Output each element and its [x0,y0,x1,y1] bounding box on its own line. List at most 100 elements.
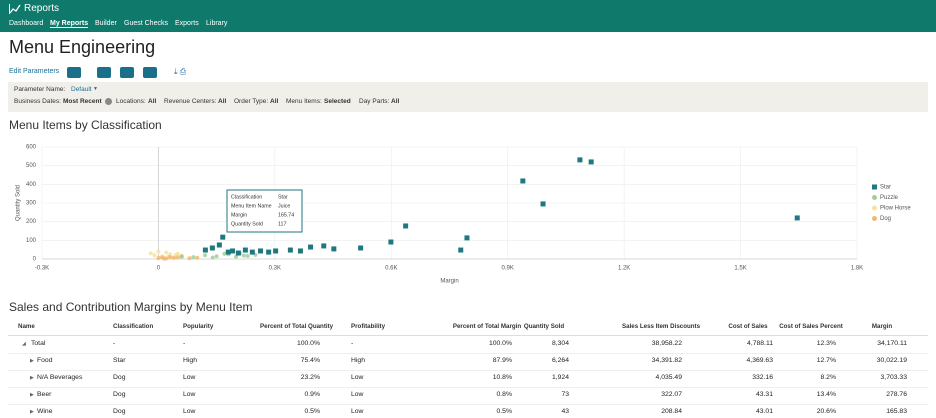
x-tick-label: 1.8K [851,266,863,272]
table-cell: 8.2% [820,374,837,381]
table-cell: 4,035.49 [655,374,682,381]
save-button[interactable] [143,67,157,78]
point [220,234,226,240]
point [308,244,314,250]
table-cell: 0.5% [304,408,321,415]
table-cell: 100.0% [488,340,512,347]
export-print-icons[interactable]: ⤓ ⎙ [174,67,187,76]
chart: 0 100 200 300 400 500 600 -0.3K 0 0.3K 0.6K 0.9K 1.2… [16,145,912,285]
column-header: Percent of Total Margin [452,323,522,330]
table-cell: - [113,340,116,347]
point [179,254,184,259]
table-cell: 34,170.11 [877,340,907,347]
nav-tab[interactable]: Library [206,20,228,27]
legend-swatch [872,216,877,221]
row-toggle[interactable]: ▶ [30,392,34,398]
table-cell: 73 [561,391,569,398]
legend-label: Plow Horse [880,206,911,212]
run-button[interactable] [97,67,111,78]
x-tick-label: 0.6K [385,266,397,272]
table-cell: 87.9% [492,357,512,364]
filter-value: Selected [324,98,351,105]
row-rule [8,404,928,405]
point [235,250,241,256]
point [175,255,180,260]
point [241,253,246,258]
table-cell: Dog [113,408,126,415]
point [210,255,215,260]
nav-tab[interactable]: Exports [175,20,199,27]
nav-tab[interactable]: Guest Checks [124,20,168,27]
x-tick-label: 1.5K [734,266,746,272]
column-header: Quantity Sold [523,323,565,330]
table-cell: Low [183,408,196,415]
y-tick-label: 200 [26,219,37,225]
y-tick-label: 500 [26,163,37,169]
table-cell: N/A Beverages [37,374,83,381]
point [152,253,157,258]
y-tick-label: 300 [26,201,37,207]
point [321,243,327,249]
table-cell: 12.3% [816,340,836,347]
table-cell: 43.01 [755,408,773,415]
table-cell: 4,369.63 [746,357,773,364]
table-cell: - [183,340,186,347]
point [257,248,263,254]
y-tick-label: 0 [33,257,37,263]
row-toggle[interactable]: ▶ [30,375,34,381]
point [162,256,167,261]
point [358,245,364,251]
table-cell: 332.16 [752,374,773,381]
point [273,248,279,254]
point [588,159,594,165]
table-cell: High [183,357,197,364]
table-cell: 0.5% [496,408,513,415]
nav-tab[interactable]: Dashboard [9,20,44,27]
nav-tab[interactable]: My Reports [50,20,89,28]
row-toggle[interactable]: ▶ [30,358,34,364]
table-cell: Food [37,357,53,364]
chart-section-title: Menu Items by Classification [9,118,162,132]
table-cell: 8,304 [551,340,569,347]
favorite-button[interactable] [120,67,134,78]
row-rule [8,370,928,371]
filter-label: Business Dates: [14,98,61,105]
filter-label: Revenue Centers: [164,98,217,105]
column-header: Cost of Sales [728,323,768,330]
row-toggle[interactable]: ▶ [30,409,34,415]
row-toggle[interactable]: ◢ [22,341,26,347]
y-tick-label: 600 [26,145,37,151]
x-tick-label: 0.3K [269,266,281,272]
point [156,249,161,254]
nav-tab[interactable]: Builder [95,20,117,27]
point [245,254,250,259]
filter-value: All [270,98,279,105]
point [156,256,161,261]
table-cell: Low [183,374,196,381]
y-tick-label: 100 [26,238,37,244]
table-cell: 208.84 [661,408,682,415]
table-cell: 12.7% [816,357,836,364]
point [191,255,196,260]
param-name-value[interactable]: Default [71,86,92,93]
dropdown-caret[interactable]: ▼ [93,86,98,92]
tooltip-box [226,189,303,233]
table-cell: Dog [113,391,126,398]
filter-label: Day Parts: [359,98,390,105]
point [203,253,207,258]
download-button[interactable] [67,67,81,78]
point [794,215,800,221]
tooltip-value: Juice [278,203,290,209]
point [225,249,231,255]
table-cell: Low [351,374,364,381]
table-cell: Wine [37,408,53,415]
row-rule [8,387,928,388]
edit-parameters[interactable]: Edit Parameters [9,68,60,75]
info-icon [105,98,112,105]
point [242,247,248,253]
app-header: Reports [0,0,936,32]
table-cell: 13.4% [816,391,836,398]
table-cell: 165.83 [886,408,907,415]
column-header: Profitability [351,323,386,330]
